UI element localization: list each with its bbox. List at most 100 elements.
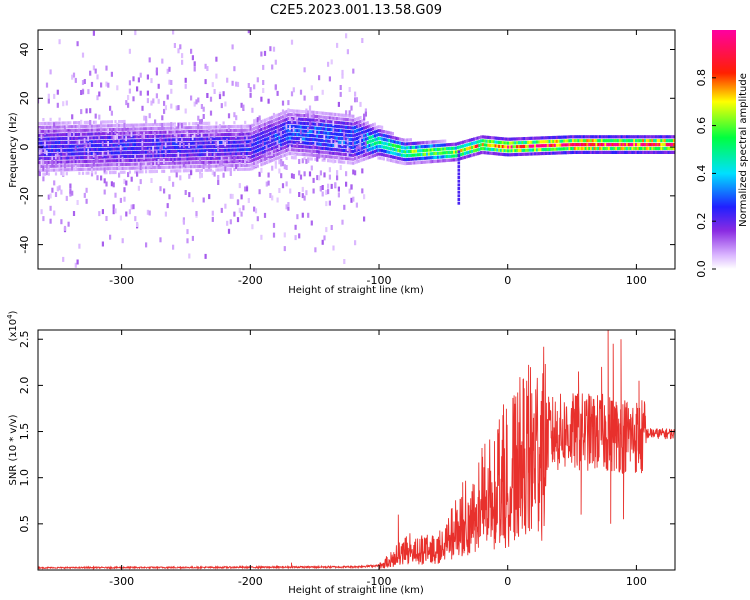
spectrogram-cell bbox=[145, 146, 148, 150]
spectrogram-cell bbox=[582, 146, 585, 151]
spectrogram-cell bbox=[251, 151, 254, 155]
spectrogram-cell bbox=[566, 151, 569, 155]
spectrogram-noise-cell bbox=[62, 256, 65, 262]
spectrogram-cell bbox=[56, 160, 59, 164]
spectrogram-noise-cell bbox=[67, 221, 70, 227]
spectrogram-noise-cell bbox=[42, 159, 45, 165]
spectrogram-cell bbox=[408, 157, 411, 161]
spectrogram-cell bbox=[213, 129, 216, 133]
spectrogram-cell bbox=[281, 134, 285, 138]
spectrogram-cell bbox=[128, 135, 131, 139]
spectrogram-cell bbox=[642, 143, 645, 147]
spectrogram-cell bbox=[672, 139, 675, 143]
spectrogram-cell bbox=[278, 112, 281, 117]
spectrogram-cell bbox=[575, 139, 578, 143]
spectrogram-cell bbox=[242, 124, 245, 128]
spectrogram-noise-cell bbox=[123, 122, 126, 128]
spectrogram-cell bbox=[457, 198, 461, 201]
spectrogram-noise-cell bbox=[345, 171, 348, 177]
spectrogram-cell bbox=[438, 143, 441, 147]
spectrogram-noise-cell bbox=[74, 145, 77, 151]
spectrogram-cell bbox=[532, 140, 535, 144]
spectrogram-noise-cell bbox=[364, 148, 367, 154]
spectrogram-noise-cell bbox=[327, 61, 330, 67]
spectrogram-cell bbox=[458, 141, 461, 145]
spectrogram-cell bbox=[202, 145, 205, 149]
spectrogram-noise-cell bbox=[321, 89, 324, 95]
spectrogram-noise-cell bbox=[238, 207, 241, 213]
spectrogram-cell bbox=[478, 139, 481, 144]
spectrogram-cell bbox=[379, 140, 382, 145]
spectrogram-noise-cell bbox=[328, 200, 331, 206]
spectrogram-cell bbox=[319, 150, 322, 154]
spectrogram-noise-cell bbox=[123, 178, 126, 184]
spectrogram-cell bbox=[409, 149, 412, 154]
spectrogram-cell bbox=[471, 141, 474, 146]
spectrogram-cell bbox=[341, 156, 344, 160]
spectrogram-cell bbox=[296, 148, 299, 152]
spectrogram-cell bbox=[71, 148, 74, 152]
spectrogram-cell bbox=[72, 121, 76, 125]
spectrogram-cell bbox=[269, 159, 272, 163]
spectrogram-noise-cell bbox=[215, 56, 218, 62]
spectrogram-noise-cell bbox=[146, 90, 149, 96]
spectrogram-noise-cell bbox=[312, 177, 315, 183]
spectrogram-cell bbox=[105, 136, 108, 140]
spectrogram-cell bbox=[42, 133, 45, 137]
spectrogram-cell bbox=[357, 116, 360, 120]
spectrogram-noise-cell bbox=[355, 202, 358, 208]
spectrogram-cell bbox=[45, 129, 49, 133]
spectrogram-noise-cell bbox=[272, 222, 276, 228]
spectrogram-cell bbox=[357, 140, 360, 144]
spectrogram-cell bbox=[408, 161, 411, 165]
spectrogram-cell bbox=[357, 128, 360, 132]
spectrogram-cell bbox=[109, 167, 112, 171]
spectrogram-noise-cell bbox=[141, 145, 144, 151]
spectrogram-cell bbox=[44, 153, 47, 157]
spectrogram-noise-cell bbox=[85, 198, 88, 204]
spectrogram-noise-cell bbox=[80, 131, 83, 137]
spectrogram-noise-cell bbox=[208, 133, 211, 139]
spectrogram-cell bbox=[49, 117, 52, 121]
spectrogram-noise-cell bbox=[323, 154, 326, 160]
spectrogram-noise-cell bbox=[157, 159, 160, 164]
spectrogram-cell bbox=[146, 166, 149, 170]
spectrogram-cell bbox=[325, 143, 328, 147]
spectrogram-cell bbox=[346, 125, 349, 130]
spectrogram-cell bbox=[211, 145, 214, 149]
spectrogram-cell bbox=[397, 156, 400, 160]
spectrogram-cell bbox=[381, 153, 384, 157]
spectrogram-cell bbox=[535, 148, 539, 152]
spectrogram-cell bbox=[384, 134, 387, 138]
spectrogram-noise-cell bbox=[287, 108, 290, 114]
spectrogram-cell bbox=[431, 144, 434, 148]
spectrogram-cell bbox=[121, 170, 124, 174]
spectrogram-noise-cell bbox=[121, 156, 124, 162]
spectrogram-cell bbox=[94, 128, 97, 132]
spectrogram-cell bbox=[328, 116, 331, 120]
spectrogram-cell bbox=[467, 150, 470, 154]
spectrogram-cell bbox=[290, 128, 294, 132]
spectrogram-cell bbox=[98, 159, 101, 163]
spectrogram-cell bbox=[218, 156, 222, 160]
spectrogram-noise-cell bbox=[54, 161, 58, 167]
spectrogram-cell bbox=[586, 139, 589, 143]
spectrogram-cell bbox=[633, 135, 636, 139]
spectrogram-cell bbox=[170, 126, 173, 130]
spectrogram-cell bbox=[451, 158, 454, 162]
spectrogram-cell bbox=[45, 133, 49, 137]
spectrogram-cell bbox=[438, 147, 441, 151]
spectrogram-cell bbox=[127, 143, 130, 147]
spectrogram-cell bbox=[341, 125, 344, 129]
spectrogram-cell bbox=[490, 140, 494, 144]
spectrogram-cell bbox=[166, 161, 169, 165]
spectrogram-cell bbox=[47, 133, 50, 137]
spectrogram-noise-cell bbox=[121, 238, 124, 244]
spectrogram-cell bbox=[521, 137, 524, 141]
spectrogram-cell bbox=[195, 168, 198, 173]
spectrogram-noise-cell bbox=[177, 122, 180, 128]
spectrogram-cell bbox=[193, 126, 196, 130]
spectrogram-cell bbox=[220, 148, 223, 152]
spectrogram-cell bbox=[226, 168, 229, 172]
spectrogram-cell bbox=[618, 135, 621, 139]
